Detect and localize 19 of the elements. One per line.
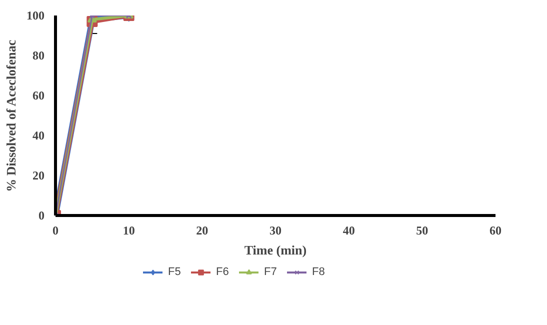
- y-tick-label: 60: [32, 88, 44, 102]
- y-tick-label: 80: [32, 48, 44, 62]
- y-tick-label: 40: [32, 128, 44, 142]
- legend-label: F8: [312, 266, 326, 278]
- y-axis-title: % Dissolved of Aceclofenac: [4, 40, 18, 192]
- x-tick-label: 40: [342, 224, 355, 238]
- x-tick-label: 10: [122, 224, 135, 238]
- legend-label: F5: [168, 266, 182, 278]
- x-tick-label: 20: [196, 224, 208, 238]
- y-tick-label: 100: [26, 8, 44, 22]
- x-tick-label: 50: [416, 224, 428, 238]
- x-tick-label: 60: [490, 224, 502, 238]
- y-tick-label: 20: [32, 168, 44, 182]
- x-tick-label: 30: [270, 224, 282, 238]
- legend-label: F7: [264, 266, 278, 278]
- legend-label: F6: [216, 266, 230, 278]
- x-tick-label: 0: [52, 224, 58, 238]
- x-axis-title: Time (min): [244, 242, 307, 258]
- y-tick-label: 0: [38, 208, 44, 222]
